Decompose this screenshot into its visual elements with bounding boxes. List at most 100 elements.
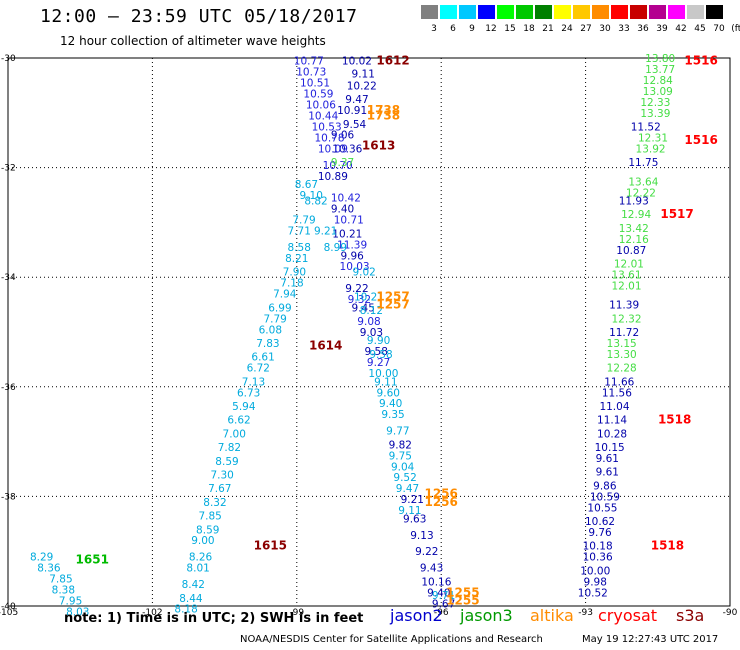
data-label-jason2: 10.02 [342, 56, 372, 68]
data-label-jason2: 9.47 [345, 94, 368, 106]
satellite-legend-jason2: jason2 [390, 606, 443, 625]
data-label-jason3: 13.77 [645, 64, 675, 76]
satellite-legend-cryosat: cryosat [598, 606, 658, 625]
scale-swatch [478, 5, 495, 19]
data-label-jason2: 10.51 [300, 78, 330, 90]
data-label-s3a: 1613 [362, 139, 395, 153]
data-label-c6-descending: 8.42 [182, 579, 205, 591]
data-label-jason3: 13.92 [636, 143, 666, 155]
scale-swatch [706, 5, 723, 19]
data-label-c6-descending: 8.58 [288, 242, 311, 254]
data-label-c6-descending: 7.67 [208, 483, 231, 495]
data-label-c6-descending: 8.44 [179, 593, 203, 605]
data-label-jason3: 13.64 [628, 176, 658, 188]
data-label-jason2: 9.40 [427, 587, 450, 599]
data-label-c6-descending: 7.85 [49, 574, 72, 586]
data-label-c6-descending: 7.85 [198, 511, 221, 523]
scale-swatch [421, 5, 438, 19]
data-label-c6-descending: 10.00 [368, 368, 398, 380]
data-label-jason2: 9.06 [331, 130, 355, 142]
data-label-c6-descending: 6.73 [237, 387, 260, 399]
data-label-jason2: 10.53 [312, 122, 342, 134]
data-label-c6-descending: 8.38 [52, 585, 75, 597]
data-label-c6-descending: 7.94 [273, 289, 297, 301]
scale-swatch [668, 5, 685, 19]
data-label-c6-descending: 7.13 [242, 376, 265, 388]
scale-label: 70 [713, 24, 725, 34]
grid-lines [8, 58, 730, 606]
scale-label: 39 [656, 24, 668, 34]
y-tick-label: -30 [1, 54, 16, 64]
scale-swatch [592, 5, 609, 19]
data-label-cryosat: 1518 [651, 539, 684, 553]
data-label-altika: 1257 [376, 298, 409, 312]
data-label-s3a: 1614 [309, 339, 342, 353]
data-label-c6-descending: 9.04 [391, 461, 415, 473]
data-label-c12-right: 10.52 [578, 587, 608, 599]
data-label-c6-descending: 9.75 [389, 450, 412, 462]
data-label-c12-right: 10.59 [590, 491, 620, 503]
data-label-jason2: 10.71 [334, 215, 364, 227]
scale-label: 9 [469, 24, 475, 34]
data-label-jason2: 9.03 [360, 327, 383, 339]
data-label-jason2: 10.42 [331, 193, 361, 205]
data-label-c12-right: 10.62 [585, 516, 615, 528]
scale-swatch [573, 5, 590, 19]
data-label-c12-right: 11.93 [619, 195, 649, 207]
scale-swatch [630, 5, 647, 19]
scale-label: (ft) [731, 24, 740, 34]
x-tick-label: -99 [289, 608, 304, 618]
data-label-c6-descending: 8.82 [304, 195, 327, 207]
data-label-c6-descending: 7.18 [280, 278, 303, 290]
data-label-altika: 1738 [367, 109, 400, 123]
data-label-c12-right: 10.18 [583, 541, 613, 553]
data-label-altika: 1256 [424, 495, 457, 509]
data-label-c6-descending: 8.59 [196, 524, 219, 536]
data-label-c6-descending: 9.21 [314, 226, 337, 238]
data-label-c12-right: 10.87 [616, 245, 646, 257]
data-label-c6-descending: 5.94 [232, 401, 256, 413]
axis-ticks: -105 -102 -99 -96 -93 -90 -30 -32 -34 -36 -38 -40 [0, 54, 738, 618]
data-label-jason2: 10.06 [306, 100, 336, 112]
data-label-jason2: 9.32 [348, 294, 371, 306]
data-label-jason2: 10.59 [303, 89, 333, 101]
scale-label: 30 [599, 24, 611, 34]
data-label-altika: 1257 [376, 289, 409, 303]
y-tick-label: -38 [1, 492, 16, 502]
scale-swatch [535, 5, 552, 19]
data-label-jason2: 9.63 [403, 513, 426, 525]
data-label-jason2: 9.21 [401, 494, 424, 506]
data-label-c12-right: 11.04 [599, 401, 629, 413]
data-label-jason2: 10.89 [318, 171, 348, 183]
data-label-jason2: 10.77 [294, 56, 324, 68]
data-label-s3a: 1615 [254, 539, 287, 553]
data-label-c12-right: 11.72 [609, 327, 639, 339]
data-label-jason3: 13.15 [607, 338, 637, 350]
data-label-jason2: 9.22 [415, 546, 438, 558]
scale-label: 15 [504, 24, 516, 34]
chart-subtitle: 12 hour collection of altimeter wave hei… [60, 34, 326, 48]
data-label-c6-descending: 9.00 [191, 535, 214, 547]
data-label-c6-descending: 6.08 [259, 324, 282, 336]
data-label-c6-descending: 8.03 [66, 606, 89, 618]
data-label-jason3: 12.31 [638, 132, 668, 144]
data-label-jason2: 10.16 [421, 576, 451, 588]
data-label-c6-descending: 8.32 [203, 497, 226, 509]
data-label-c6-descending: 8.59 [215, 456, 238, 468]
data-labels: 10.029.1110.229.4710.919.549.0610.3610.8… [30, 53, 718, 618]
footer-note: note: 1) Time is in UTC; 2) SWH is in fe… [64, 611, 364, 626]
satellite-legend-altika: altika [530, 606, 574, 625]
data-label-altika: 1738 [367, 103, 400, 117]
data-label-c12-right: 11.66 [604, 376, 634, 388]
data-label-c6-descending: 8.01 [186, 563, 209, 575]
data-label-c6-descending: 8.36 [37, 563, 61, 575]
data-label-c6-descending: 7.00 [223, 428, 246, 440]
timestamp-text: May 19 12:27:43 UTC 2017 [582, 634, 719, 645]
data-label-cryosat: 1518 [658, 413, 691, 427]
data-label-c6-descending: 7.79 [263, 313, 286, 325]
data-label-jason2: 9.40 [331, 204, 354, 216]
data-label-c6-descending: 7.30 [210, 469, 233, 481]
data-label-c6-descending: 9.02 [352, 267, 375, 279]
data-label-c12-right: 10.28 [597, 428, 627, 440]
